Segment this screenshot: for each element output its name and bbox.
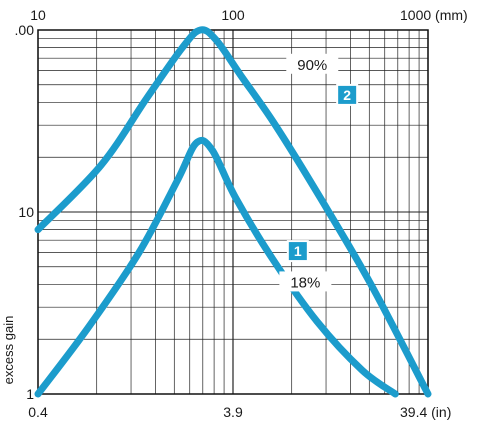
series-1-badge-label: 1 (294, 243, 302, 259)
bottom-axis-tick-label: 3.9 (223, 404, 243, 420)
series-2-percent-label: 90% (297, 57, 327, 74)
y-axis-tick-label: 1 (26, 386, 34, 402)
bottom-axis-tick-label: 39.4 (in) (400, 404, 451, 420)
series-2-badge (336, 83, 359, 106)
y-axis-tick-label: .00 (15, 22, 35, 38)
bottom-axis-tick-label: 0.4 (28, 404, 48, 420)
annotation-layer: 90% 2 18% 1 (279, 53, 359, 292)
y-axis-tick-label: 10 (18, 204, 34, 220)
top-axis-tick-label: 10 (30, 7, 46, 23)
top-axis-tick-label: 100 (221, 7, 245, 23)
percent-label-bg (286, 53, 339, 74)
y-axis-label: excess gain (1, 316, 16, 385)
series-1-percent-label: 18% (290, 274, 320, 291)
series-2-badge-label: 2 (343, 87, 351, 103)
series-1-badge (286, 240, 309, 263)
plot-frame (37, 29, 429, 395)
top-axis-tick-label: 1000 (mm) (400, 7, 468, 23)
series-layer (34, 26, 432, 398)
grid (37, 29, 429, 395)
percent-label-bg (279, 271, 332, 292)
series-1-curve (34, 136, 399, 398)
series-2-curve (34, 26, 432, 398)
